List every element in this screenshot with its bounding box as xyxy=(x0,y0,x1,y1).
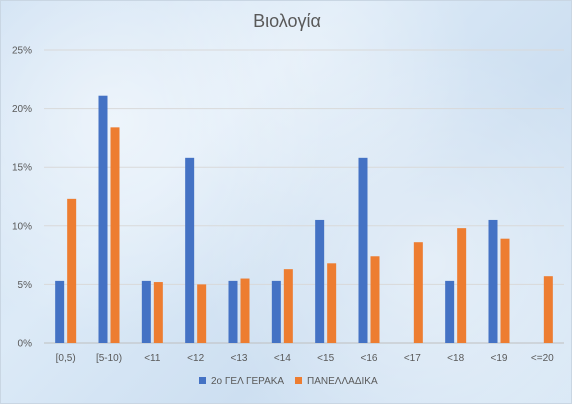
chart-title: Βιολογία xyxy=(253,11,321,31)
bar xyxy=(327,263,337,343)
bar xyxy=(67,198,77,343)
bar xyxy=(141,280,151,343)
x-tick-label: <18 xyxy=(447,353,464,364)
bar xyxy=(370,256,380,343)
bar xyxy=(55,280,65,343)
y-tick-label: 20% xyxy=(12,104,32,115)
x-tick-label: <=20 xyxy=(531,353,554,364)
bar xyxy=(240,278,250,343)
bar xyxy=(315,219,325,343)
legend: 2ο ΓΕΛ ΓΕΡΑΚΑ ΠΑΝΕΛΛΑΔΙΚΑ xyxy=(199,376,378,387)
y-tick-label: 15% xyxy=(12,163,32,174)
x-tick-label: <17 xyxy=(404,353,421,364)
x-tick-label: <16 xyxy=(361,353,378,364)
y-tick-label: 25% xyxy=(12,46,32,57)
legend-label: ΠΑΝΕΛΛΑΔΙΚΑ xyxy=(307,376,378,387)
legend-label: 2ο ΓΕΛ ΓΕΡΑΚΑ xyxy=(211,376,284,387)
bar xyxy=(98,95,108,343)
y-tick-label: 5% xyxy=(18,280,33,291)
bar xyxy=(197,284,207,343)
bar xyxy=(358,157,368,343)
bar xyxy=(488,219,498,343)
legend-swatch xyxy=(199,377,206,384)
bar xyxy=(228,280,238,343)
bar xyxy=(457,228,467,343)
x-tick-label: [0,5) xyxy=(56,353,76,364)
bar xyxy=(543,276,553,343)
axis-layer: 0% 5% 10% 15% 20% 25% [0,5) [5-10) <11 <12 <13 <14 <… xyxy=(12,46,554,365)
x-tick-label: <14 xyxy=(274,353,291,364)
y-tick-label: 10% xyxy=(12,221,32,232)
x-tick-label: <15 xyxy=(317,353,334,364)
bar-layer xyxy=(55,95,553,344)
legend-swatch xyxy=(295,377,302,384)
bar xyxy=(500,238,510,343)
grid-layer xyxy=(44,49,564,344)
x-tick-label: <12 xyxy=(187,353,204,364)
bar xyxy=(445,280,455,343)
x-tick-label: <19 xyxy=(491,353,508,364)
y-tick-label: 0% xyxy=(18,339,33,350)
bar xyxy=(153,282,163,343)
x-tick-label: <11 xyxy=(144,353,161,364)
bar xyxy=(283,269,293,343)
bar xyxy=(413,242,423,343)
x-tick-label: [5-10) xyxy=(96,353,122,364)
bar xyxy=(271,280,281,343)
x-tick-label: <13 xyxy=(231,353,248,364)
bar xyxy=(185,157,195,343)
bar xyxy=(110,127,120,344)
